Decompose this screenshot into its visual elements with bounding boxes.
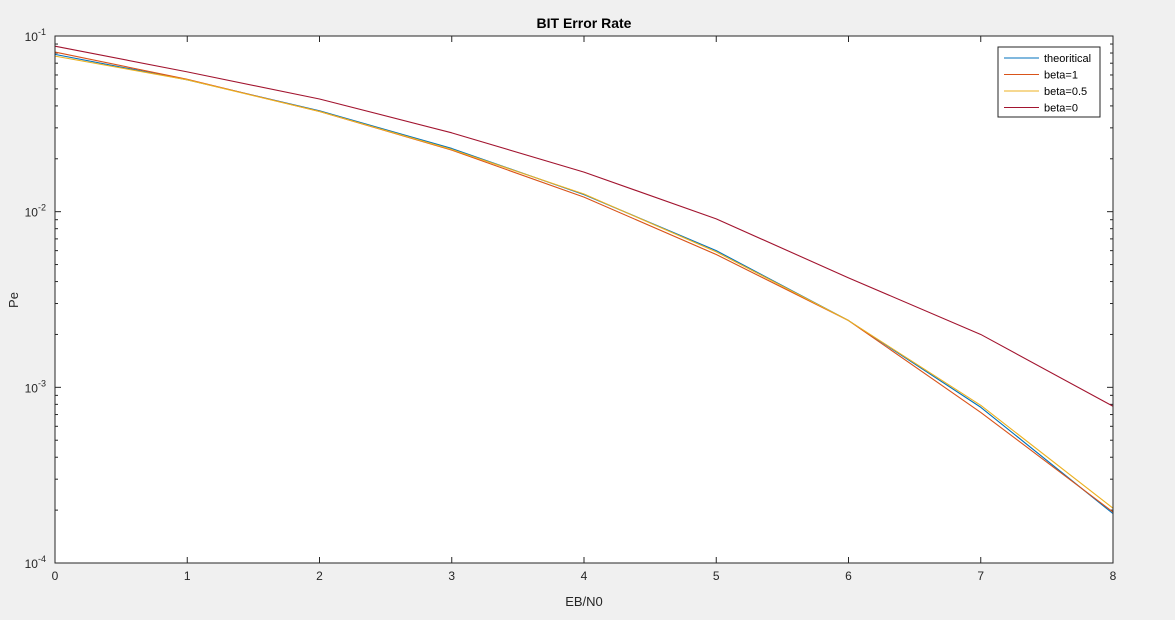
x-tick-label: 8 xyxy=(1110,569,1117,583)
x-tick-label: 6 xyxy=(845,569,852,583)
x-tick-labels: 0 1 2 3 4 5 6 7 8 xyxy=(52,569,1117,583)
chart-title: BIT Error Rate xyxy=(537,15,632,31)
series-line-beta-0-5 xyxy=(54,55,1114,509)
x-tick-label: 5 xyxy=(713,569,720,583)
legend: theoritical beta=1 beta=0.5 beta=0 xyxy=(997,46,1101,118)
y-tick-base: 10 xyxy=(25,30,39,44)
legend-box xyxy=(997,46,1101,118)
y-tick-exponent: -2 xyxy=(38,203,46,213)
legend-entry: theoritical xyxy=(1044,53,1091,65)
y-tick-labels: 10-410-310-210-1 xyxy=(25,27,46,571)
y-tick-label: 10-1 xyxy=(25,27,46,44)
series-line-beta-0 xyxy=(54,45,1114,407)
y-tick-label: 10-2 xyxy=(25,203,46,220)
y-axis-label: Pe xyxy=(6,292,21,308)
x-tick-label: 0 xyxy=(52,569,59,583)
x-tick-label: 3 xyxy=(448,569,455,583)
plot-area xyxy=(55,36,1113,563)
x-tick-label: 1 xyxy=(184,569,191,583)
legend-entry: beta=0.5 xyxy=(1044,86,1087,98)
y-tick-base: 10 xyxy=(25,381,39,395)
y-tick-base: 10 xyxy=(25,557,39,571)
legend-entry: beta=0 xyxy=(1044,103,1078,115)
y-tick-exponent: -1 xyxy=(38,27,46,37)
y-tick-label: 10-3 xyxy=(25,378,46,395)
legend-entry: beta=1 xyxy=(1044,70,1078,82)
x-tick-label: 7 xyxy=(977,569,984,583)
x-tick-label: 4 xyxy=(581,569,588,583)
plot-border xyxy=(54,35,1114,564)
x-tick-label: 2 xyxy=(316,569,323,583)
series-lines xyxy=(54,45,1114,515)
y-tick-label: 10-4 xyxy=(25,554,46,571)
y-tick-exponent: -3 xyxy=(38,378,46,388)
x-axis-label: EB/N0 xyxy=(565,594,603,609)
y-tick-base: 10 xyxy=(25,206,39,220)
y-tick-exponent: -4 xyxy=(38,554,46,564)
